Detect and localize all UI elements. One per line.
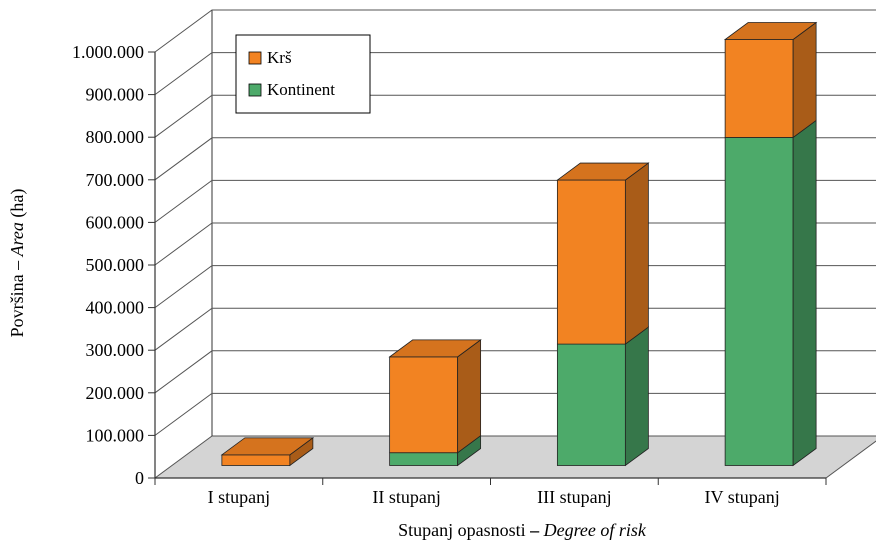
bar-segment — [389, 356, 459, 454]
bar-top-face — [388, 339, 482, 358]
y-tick-label: 600.000 — [86, 212, 145, 232]
y-tick-label: 300.000 — [86, 340, 145, 360]
y-tick-label: 0 — [135, 468, 144, 488]
y-tick-label: 900.000 — [86, 85, 145, 105]
bar-segment-side — [624, 326, 649, 467]
bar-segment — [556, 343, 626, 466]
y-tick-label: 700.000 — [86, 170, 145, 190]
legend-label-krs: Krš — [267, 48, 292, 67]
x-tick-label: II stupanj — [372, 487, 440, 507]
gridline — [154, 52, 876, 96]
y-tick-label: 500.000 — [86, 255, 145, 275]
bars — [220, 21, 818, 467]
legend-box — [235, 34, 371, 114]
y-tick-labels: 0 100.000 200.000 300.000 400.000 500.000 600.… — [72, 42, 144, 488]
bar-segment — [221, 454, 291, 466]
x-tick-labels: I stupanj II stupanj III stupanj IV stupanj — [208, 487, 780, 507]
x-axis-title: Stupanj opasnosti – Degree of risk — [398, 520, 647, 540]
bar-segment — [724, 137, 794, 466]
bar-segment — [724, 39, 794, 138]
gridline — [154, 222, 876, 266]
y-tick-label: 200.000 — [86, 383, 145, 403]
axes — [148, 51, 827, 485]
y-tick-label: 800.000 — [86, 127, 145, 147]
gridline — [154, 307, 876, 351]
legend-swatch-kontinent — [248, 83, 262, 97]
bar-segment-side — [792, 119, 817, 467]
gridlines — [154, 9, 876, 436]
gridline — [154, 350, 876, 394]
y-tick-label: 400.000 — [86, 298, 145, 318]
bar-segment-side — [792, 21, 817, 139]
legend-label-kontinent: Kontinent — [267, 80, 335, 99]
gridline — [154, 179, 876, 223]
bar-segment — [389, 452, 459, 466]
x-tick-label: IV stupanj — [705, 487, 780, 507]
y-tick-label: 100.000 — [86, 425, 145, 445]
y-tick-label: 1.000.000 — [72, 42, 144, 62]
gridline — [154, 265, 876, 309]
bar-top-face — [723, 22, 818, 40]
legend-swatch-krs — [248, 51, 262, 65]
bar-segment-side — [457, 339, 482, 454]
bar-top-face — [556, 162, 650, 181]
gridline — [154, 9, 876, 53]
x-tick-label: III stupanj — [537, 487, 611, 507]
gridline — [154, 392, 876, 436]
y-axis-title: Površina – Area (ha) — [7, 189, 28, 338]
gridline — [154, 137, 876, 181]
gridline — [154, 94, 876, 138]
bar-segment — [556, 179, 626, 345]
bar-top-face — [220, 437, 315, 456]
legend: Krš Kontinent — [235, 34, 371, 114]
bar-segment-side — [624, 162, 649, 345]
x-tick-label: I stupanj — [208, 487, 271, 507]
